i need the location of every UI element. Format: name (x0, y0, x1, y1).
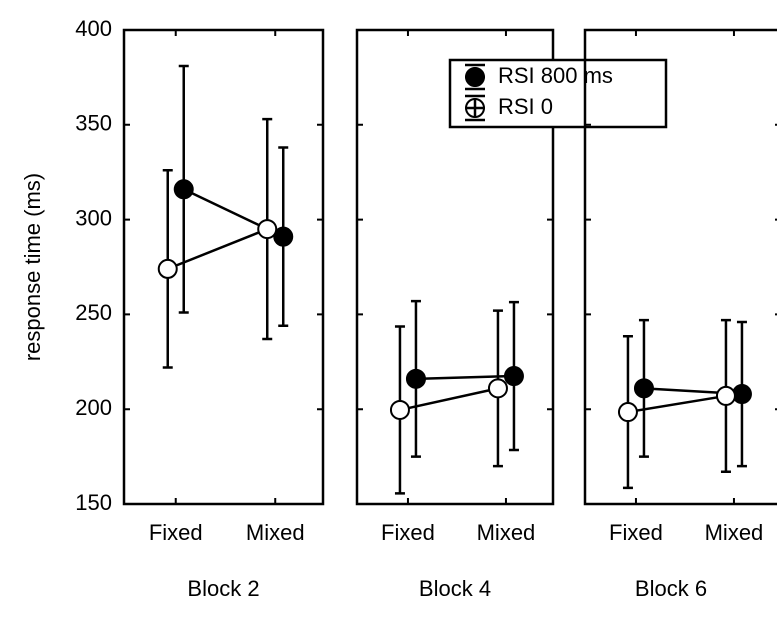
x-tick-label: Mixed (246, 520, 305, 545)
x-axis-label: Block 6 (635, 576, 707, 601)
y-tick-label: 250 (75, 300, 112, 325)
panel-frame (355, 28, 555, 506)
marker (405, 368, 426, 389)
series-line (167, 227, 268, 271)
x-axis-label: Block 4 (419, 576, 491, 601)
x-tick-label: Fixed (381, 520, 435, 545)
marker (487, 378, 508, 399)
legend-label: RSI 0 (498, 94, 553, 119)
y-axis-label: response time (ms) (20, 173, 45, 361)
x-axis-label: Block 2 (187, 576, 259, 601)
y-tick-label: 200 (75, 395, 112, 420)
y-tick-label: 150 (75, 490, 112, 515)
marker (715, 385, 736, 406)
x-tick-label: Mixed (705, 520, 764, 545)
panel-frame (583, 28, 777, 506)
legend-marker (465, 98, 485, 118)
marker (257, 219, 278, 240)
legend-label: RSI 800 ms (498, 63, 613, 88)
marker (173, 179, 194, 200)
legend-marker (465, 67, 485, 87)
marker (273, 226, 294, 247)
marker (617, 402, 638, 423)
y-tick-label: 400 (75, 16, 112, 41)
y-tick-label: 300 (75, 205, 112, 230)
series-line (399, 387, 499, 412)
x-tick-label: Mixed (477, 520, 536, 545)
marker (633, 378, 654, 399)
series-line (627, 394, 727, 414)
panel-frame (122, 28, 325, 506)
legend-box (448, 58, 668, 129)
x-tick-label: Fixed (149, 520, 203, 545)
marker (157, 258, 178, 279)
y-tick-label: 350 (75, 111, 112, 136)
marker (389, 399, 410, 420)
legend-line (465, 94, 485, 122)
x-tick-label: Fixed (609, 520, 663, 545)
marker (503, 366, 524, 387)
